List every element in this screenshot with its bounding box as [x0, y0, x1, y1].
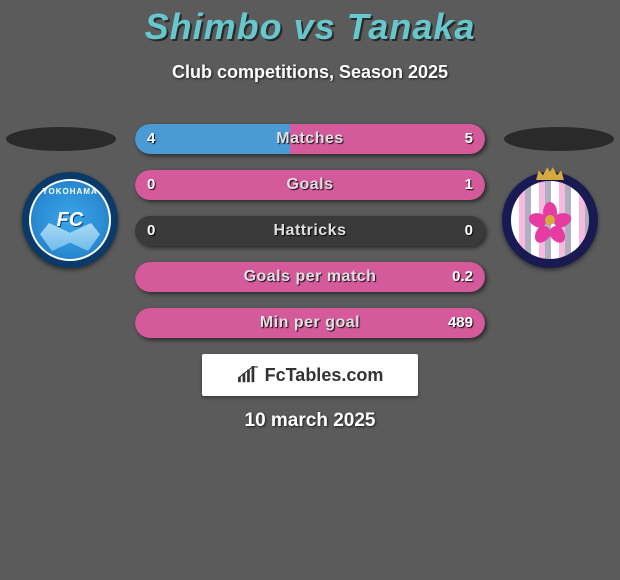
yokohama-fc-text: FC — [57, 209, 84, 232]
stat-value-left: 4 — [147, 124, 155, 154]
comparison-infographic: Shimbo vs Tanaka Club competitions, Seas… — [0, 0, 620, 83]
stat-label: Hattricks — [135, 216, 485, 246]
page-title: Shimbo vs Tanaka — [0, 0, 620, 48]
stat-label: Goals — [135, 170, 485, 200]
stat-value-right: 0 — [465, 216, 473, 246]
stat-value-right: 5 — [465, 124, 473, 154]
stat-label: Matches — [135, 124, 485, 154]
brand-box: FcTables.com — [202, 354, 418, 396]
cerezo-sakura-icon — [532, 202, 568, 238]
yokohama-arc-text: YOKOHAMA — [42, 187, 98, 196]
stat-value-left: 0 — [147, 216, 155, 246]
stat-row-matches: 4 Matches 5 — [135, 124, 485, 154]
team-badge-left: YOKOHAMA FC — [22, 172, 118, 268]
player-shadow-right — [504, 127, 614, 151]
stat-value-right: 0.2 — [452, 262, 473, 292]
stat-label: Goals per match — [135, 262, 485, 292]
brand-text: FcTables.com — [265, 365, 384, 386]
date-text: 10 march 2025 — [0, 410, 620, 432]
stat-label: Min per goal — [135, 308, 485, 338]
stat-value-left: 0 — [147, 170, 155, 200]
stats-panel: 4 Matches 5 0 Goals 1 0 Hattricks 0 Goal… — [135, 124, 485, 354]
subtitle: Club competitions, Season 2025 — [0, 62, 620, 83]
stat-value-right: 1 — [465, 170, 473, 200]
stat-row-goals: 0 Goals 1 — [135, 170, 485, 200]
stat-row-mpg: Min per goal 489 — [135, 308, 485, 338]
stat-value-right: 489 — [448, 308, 473, 338]
team-badge-right — [502, 172, 598, 268]
cerezo-badge — [502, 172, 598, 268]
cerezo-crown-icon — [536, 164, 564, 180]
bar-chart-icon — [237, 366, 259, 384]
player-shadow-left — [6, 127, 116, 151]
stat-row-gpm: Goals per match 0.2 — [135, 262, 485, 292]
stat-row-hattricks: 0 Hattricks 0 — [135, 216, 485, 246]
yokohama-badge: YOKOHAMA FC — [22, 172, 118, 268]
